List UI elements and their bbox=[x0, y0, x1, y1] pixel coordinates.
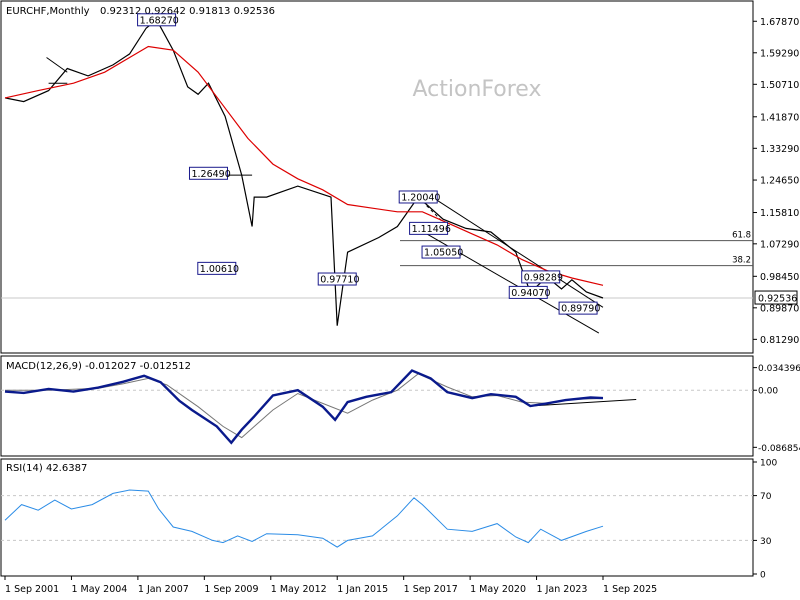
rsi-panel-frame bbox=[0, 458, 754, 577]
rsi-axis-label: 70 bbox=[760, 492, 772, 502]
price-annotation-label: 0.97710 bbox=[320, 275, 359, 286]
time-axis-label: 1 Jan 2015 bbox=[337, 584, 388, 595]
fib-level-label: 61.8 bbox=[732, 231, 751, 241]
symbol-label: EURCHF,Monthly bbox=[6, 6, 90, 17]
price-annotation-label: 1.26490 bbox=[191, 169, 230, 180]
time-axis-label: 1 Sep 2001 bbox=[5, 584, 59, 595]
macd-signal-line bbox=[5, 373, 604, 439]
price-axis-label: 1.07290 bbox=[760, 239, 799, 250]
time-axis-label: 1 Jan 2023 bbox=[537, 584, 588, 595]
macd-axis-label: 0.00 bbox=[758, 387, 778, 397]
price-axis-label: 0.98450 bbox=[760, 272, 799, 283]
price-annotation-label: 1.11496 bbox=[412, 224, 451, 235]
price-annotation-box bbox=[409, 221, 449, 235]
price-axis-label: 1.33290 bbox=[760, 144, 799, 155]
current-price-label: 0.92536 bbox=[758, 294, 797, 305]
price-axis-label: 0.89870 bbox=[760, 303, 799, 314]
time-axis-label: 1 Jan 2007 bbox=[138, 584, 189, 595]
channel-lower-line bbox=[413, 226, 600, 334]
price-panel-frame bbox=[0, 0, 754, 354]
ohlc-values: 0.92312 0.92642 0.91813 0.92536 bbox=[100, 6, 275, 17]
time-axis-label: 1 Sep 2025 bbox=[603, 584, 657, 595]
macd-axis-label: 0.034396 bbox=[758, 364, 800, 374]
price-annotation-box bbox=[521, 270, 561, 284]
price-axis-label: 1.15810 bbox=[760, 208, 799, 219]
price-axis-label: 0.81290 bbox=[760, 335, 799, 346]
price-annotation-box bbox=[421, 245, 461, 259]
macd-title: MACD(12,26,9) -0.012027 -0.012512 bbox=[6, 361, 191, 372]
price-annotation-label: 1.68270 bbox=[140, 15, 179, 26]
macd-trendline bbox=[530, 398, 637, 407]
price-annotation-box bbox=[317, 272, 357, 286]
time-axis-label: 1 May 2004 bbox=[71, 584, 127, 595]
price-axis-label: 1.67870 bbox=[760, 17, 799, 28]
price-axis-label: 1.41870 bbox=[760, 112, 799, 123]
price-axis-label: 1.24650 bbox=[760, 176, 799, 187]
price-annotation-box bbox=[197, 261, 237, 275]
price-annotation-box bbox=[398, 190, 438, 204]
price-annotation-box bbox=[137, 13, 177, 27]
fib-level-label: 38.2 bbox=[732, 256, 751, 266]
price-annotation-box bbox=[508, 285, 548, 299]
price-series-line bbox=[4, 18, 604, 326]
price-annotation-label: 0.98289 bbox=[524, 272, 563, 283]
price-axis-label: 1.50710 bbox=[760, 80, 799, 91]
rsi-axis-label: 30 bbox=[760, 537, 772, 547]
time-axis-label: 1 May 2012 bbox=[271, 584, 327, 595]
current-price-box bbox=[754, 290, 798, 305]
price-annotation-label: 0.89790 bbox=[561, 304, 600, 315]
time-axis-label: 1 Sep 2009 bbox=[204, 584, 258, 595]
rsi-title: RSI(14) 42.6387 bbox=[6, 463, 87, 474]
rsi-line bbox=[4, 489, 604, 548]
rsi-axis-label: 100 bbox=[760, 459, 777, 469]
price-annotation-label: 1.20040 bbox=[401, 192, 440, 203]
price-annotation-label: 0.94070 bbox=[511, 288, 550, 299]
channel-upper-line bbox=[426, 193, 604, 308]
price-annotation-box bbox=[558, 301, 598, 315]
price-axis-label: 1.59290 bbox=[760, 48, 799, 59]
macd-panel-frame bbox=[0, 355, 754, 457]
price-annotation-label: 1.00610 bbox=[200, 264, 239, 275]
time-axis-label: 1 May 2020 bbox=[470, 584, 526, 595]
wedge-upper-line bbox=[46, 57, 68, 73]
macd-line bbox=[4, 369, 604, 445]
price-annotation-box bbox=[188, 166, 228, 180]
macd-axis-label: -0.086854 bbox=[758, 444, 800, 454]
time-axis-label: 1 Sep 2017 bbox=[404, 584, 458, 595]
rsi-axis-label: 0 bbox=[760, 571, 766, 581]
price-annotation-label: 1.05050 bbox=[424, 248, 463, 259]
watermark: ActionForex bbox=[413, 77, 542, 102]
moving-average-line bbox=[4, 45, 604, 286]
